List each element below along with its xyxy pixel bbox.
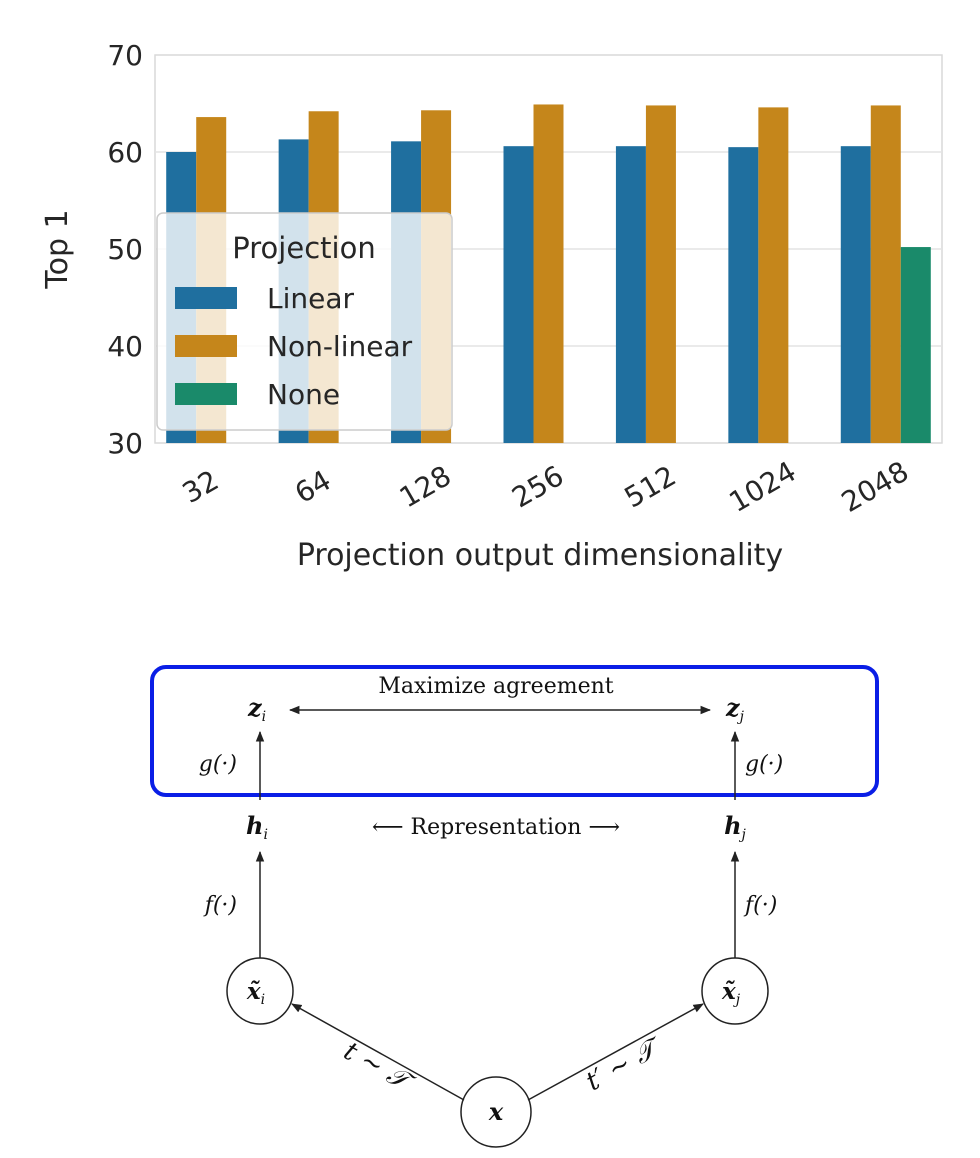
y-tick-label: 30 [107,427,143,460]
legend-swatch-non-linear [175,335,237,357]
bar-none-2048 [900,247,931,443]
legend-swatch-linear [175,287,237,309]
t-right-label: t′ ∼ 𝒯 [581,1031,668,1097]
x-tick-label: 2048 [836,455,914,519]
bar-linear-256 [503,146,534,443]
bar-non-linear-1024 [758,107,789,443]
t-left-label: t ∼ 𝒯 [339,1036,421,1099]
y-tick-label: 60 [107,136,143,169]
legend-entries: Linear Non-linear None [175,282,413,411]
z-i-node: zi [247,693,266,725]
x-node: x [488,1097,504,1126]
bar-linear-512 [615,146,646,443]
legend-label: Linear [267,282,355,315]
x-tick-label: 128 [394,459,457,514]
x-tilde-j-circle [701,957,769,1025]
t-right-arrow [527,1003,704,1101]
x-tick-label: 1024 [723,455,801,519]
x-tick-label: 512 [619,459,682,514]
x-axis-label: Projection output dimensionality [297,538,783,573]
bar-chart: 30 40 50 60 70 32 64 128 256 512 1024 2048 Top 1 P… [40,39,943,573]
bar-linear-1024 [728,147,759,443]
legend-box [156,212,453,431]
f-right-label: f(·) [743,893,777,918]
legend-swatch-none [175,383,237,405]
x-tick-label: 64 [289,464,336,510]
x-tilde-j-node: x̃j [721,978,741,1008]
x-tick-label: 32 [177,464,224,510]
x-circle [460,1076,532,1148]
x-tick-labels: 32 64 128 256 512 1024 2048 [177,455,914,519]
bar-linear-2048 [840,146,871,443]
bar-non-linear-512 [645,105,676,443]
y-axis-label: Top 1 [40,209,75,289]
legend-title: Projection [232,231,375,265]
x-tilde-i-circle [226,957,294,1025]
bar-non-linear-2048 [870,105,901,443]
bar-non-linear-256 [533,104,564,443]
simclr-diagram: Maximize agreement zi zj g(·) g(·) hi hj… [150,665,879,1148]
h-i-node: hi [246,811,268,843]
h-j-node: hj [724,811,746,843]
x-tick-label: 256 [506,459,569,514]
f-left-label: f(·) [203,893,237,918]
legend-label: Non-linear [267,330,413,363]
legend: Projection Linear Non-linear None [156,212,453,431]
g-left-label: g(·) [199,752,237,777]
g-right-label: g(·) [745,752,783,777]
x-tilde-i-node: x̃i [246,978,265,1008]
y-tick-label: 70 [107,39,143,72]
z-j-node: zj [725,693,745,725]
legend-label: None [267,378,340,411]
y-tick-labels: 30 40 50 60 70 [107,39,143,460]
representation-label: ⟵ Representation ⟶ [372,815,620,840]
projection-head-highlight-box [150,665,879,797]
maximize-agreement-label: Maximize agreement [378,674,613,699]
y-tick-label: 50 [107,233,143,266]
t-left-arrow [291,1003,465,1101]
y-tick-label: 40 [107,330,143,363]
